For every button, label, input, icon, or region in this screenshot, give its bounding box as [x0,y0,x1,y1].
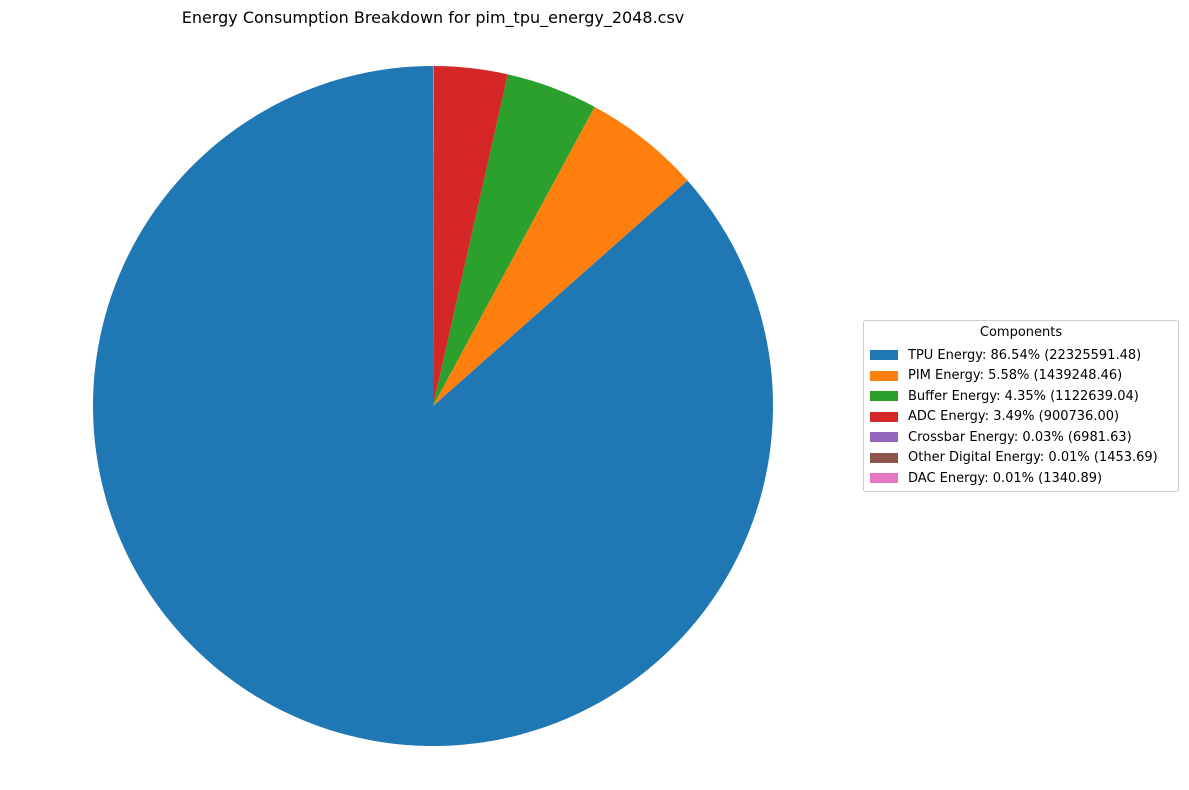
legend-label: PIM Energy: 5.58% (1439248.46) [908,368,1123,383]
legend: Components TPU Energy: 86.54% (22325591.… [863,320,1179,492]
legend-label: ADC Energy: 3.49% (900736.00) [908,409,1120,424]
legend-label: Other Digital Energy: 0.01% (1453.69) [908,450,1158,465]
legend-title: Components [979,325,1063,340]
legend-swatch [870,370,898,381]
legend-swatch [870,391,898,401]
legend-item: Other Digital Energy: 0.01% (1453.69) [870,448,1158,468]
legend-item: Crossbar Energy: 0.03% (6981.63) [870,427,1132,447]
legend-label: Buffer Energy: 4.35% (1122639.04) [908,388,1139,404]
legend-item: TPU Energy: 86.54% (22325591.48) [870,345,1141,365]
legend-swatch [870,452,898,463]
chart-title: Energy Consumption Breakdown for pim_tpu… [181,8,685,27]
pie-slice-buffer-energy [433,74,595,406]
legend-label: DAC Energy: 0.01% (1340.89) [908,470,1103,486]
legend-swatch [870,350,898,360]
pie-slice-tpu-energy [93,66,774,746]
legend-swatch [870,432,898,442]
legend-item: DAC Energy: 0.01% (1340.89) [870,468,1102,488]
pie-slice-adc-energy [433,66,508,406]
pie-slice-crossbar-energy [433,66,434,407]
legend-label: Crossbar Energy: 0.03% (6981.63) [908,429,1132,445]
legend-item: ADC Energy: 3.49% (900736.00) [870,407,1119,427]
legend-item: PIM Energy: 5.58% (1439248.46) [870,366,1122,386]
legend-swatch [870,473,898,483]
legend-item: Buffer Energy: 4.35% (1122639.04) [870,386,1139,406]
pie-slice-pim-energy [433,106,688,407]
legend-label: TPU Energy: 86.54% (22325591.48) [908,347,1142,363]
legend-swatch [870,411,898,422]
